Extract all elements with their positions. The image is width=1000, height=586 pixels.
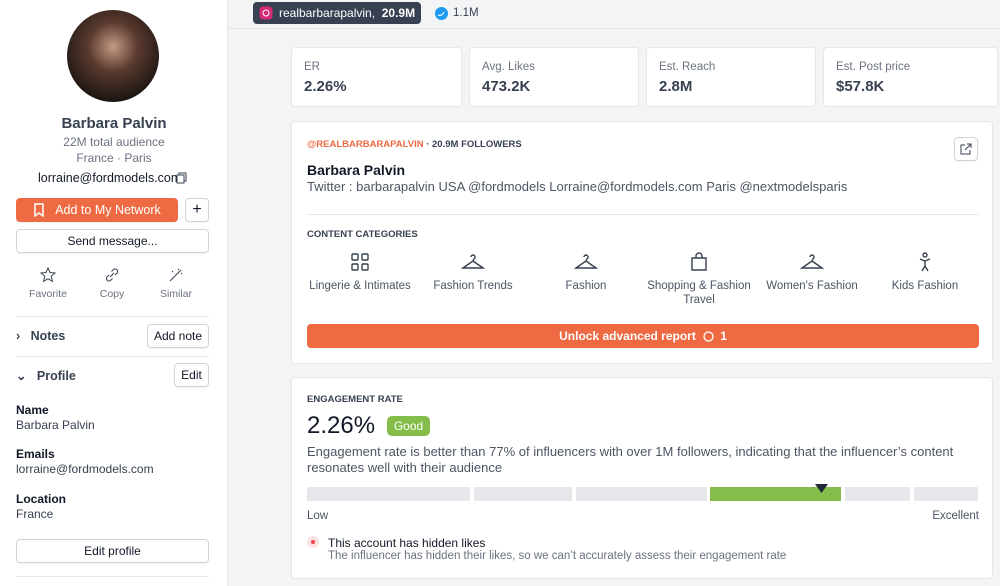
star-icon[interactable] [40, 267, 56, 283]
label: Unlock advanced report [559, 329, 696, 343]
hanger-icon [800, 254, 824, 269]
stat-label: ER [304, 61, 320, 73]
stat-label: Est. Post price [836, 61, 911, 73]
stat-value: 2.8M [659, 78, 693, 95]
categories-title: CONTENT CATEGORIES [307, 229, 418, 240]
stat-card [646, 47, 816, 107]
tab-count: 20.9M [381, 6, 416, 20]
field-value: lorraine@fordmodels.com [16, 462, 154, 476]
tab-label: realbarbarapalvin, [279, 6, 376, 20]
scale-segment-active [710, 487, 841, 501]
external-icon [960, 143, 972, 155]
label: Profile [36, 369, 76, 383]
hanger-icon [574, 254, 598, 269]
field-label: Name [16, 403, 49, 417]
stat-label: Est. Reach [659, 61, 716, 73]
category-label: Fashion Trends [433, 280, 513, 292]
engagement-value: 2.26% [307, 412, 376, 439]
edit-button[interactable]: Edit [174, 363, 209, 387]
similar-label: Similar [159, 288, 193, 300]
stat-card [823, 47, 998, 107]
divider [307, 214, 979, 215]
external-link-button[interactable] [954, 137, 978, 161]
note-text: The influencer has hidden their likes, s… [328, 550, 787, 562]
engagement-text: Engagement rate is better than 77% of in… [307, 444, 954, 475]
bookmark-icon [34, 203, 44, 217]
stat-value: 2.26% [304, 78, 347, 95]
link-icon[interactable] [104, 267, 120, 283]
count: 1 [720, 329, 727, 343]
avatar [67, 10, 159, 102]
label: Add to My Network [55, 203, 161, 217]
category-label: Fashion [565, 280, 607, 292]
send-message-button[interactable]: Send message... [16, 229, 209, 253]
category-label: Shopping & Fashion Travel [647, 280, 751, 306]
stat-value: $57.8K [836, 78, 885, 95]
handle-text: @REALBARBARAPALVIN [307, 139, 424, 150]
bio: Twitter : barbarapalvin USA @fordmodels … [307, 179, 848, 194]
scale-segment [845, 487, 910, 501]
divider [228, 28, 1000, 29]
notes-toggle[interactable]: › Notes [16, 329, 66, 343]
bag-icon [691, 252, 707, 271]
unlock-button[interactable]: Unlock advanced report 1 [307, 324, 979, 348]
stat-card [291, 47, 462, 107]
add-note-button[interactable]: Add note [147, 324, 209, 348]
audience: 22M total audience [63, 135, 165, 149]
favorite-label: Favorite [29, 288, 67, 300]
scale-segment [576, 487, 707, 501]
note-title: This account has hidden likes [328, 536, 486, 550]
badge: Good [387, 416, 430, 436]
similar-icon[interactable] [168, 267, 184, 283]
copy-icon[interactable] [176, 172, 188, 184]
twitter-icon[interactable] [435, 7, 448, 20]
category-label: Lingerie & Intimates [309, 280, 411, 292]
scale-segment [474, 487, 572, 501]
field-label: Emails [16, 447, 55, 461]
instagram-tab[interactable]: realbarbarapalvin, 20.9M [253, 2, 421, 24]
label: Notes [30, 329, 66, 343]
email[interactable]: lorraine@fordmodels.com [38, 171, 182, 185]
field-value: Barbara Palvin [16, 418, 95, 432]
stat-label: Avg. Likes [482, 61, 535, 73]
card-name: Barbara Palvin [307, 162, 406, 178]
divider [16, 316, 209, 317]
scale-marker [815, 484, 828, 493]
engagement-title: ENGAGEMENT RATE [307, 394, 403, 405]
location: France · Paris [76, 151, 152, 165]
category-label: Kids Fashion [891, 280, 959, 292]
field-label: Location [16, 492, 66, 506]
stat-value: 473.2K [482, 78, 531, 95]
hanger-icon [461, 254, 485, 269]
followers: · 20.9M FOLLOWERS [426, 139, 522, 150]
add-network-button[interactable]: Add to My Network [16, 198, 178, 222]
scale-high: Excellent [932, 510, 979, 522]
scale-low: Low [307, 510, 329, 522]
profile-card [291, 121, 993, 364]
coin-icon [702, 330, 714, 342]
category-label: Women's Fashion [766, 280, 858, 292]
scale-segment [307, 487, 470, 501]
grid-icon [351, 253, 369, 271]
field-value: France [16, 507, 54, 521]
edit-profile-button[interactable]: Edit profile [16, 539, 209, 563]
sidebar: Barbara Palvin 22M total audience France… [0, 0, 228, 586]
divider [16, 356, 209, 357]
divider [16, 576, 209, 577]
stat-card [469, 47, 639, 107]
twitter-count[interactable]: 1.1M [453, 7, 479, 19]
profile-toggle[interactable]: ⌄ Profile [16, 369, 76, 383]
scale-segment [914, 487, 978, 501]
handle[interactable]: @REALBARBARAPALVIN · 20.9M FOLLOWERS [307, 139, 522, 150]
kid-icon [919, 252, 931, 272]
plus-button[interactable]: + [185, 198, 209, 222]
profile-name: Barbara Palvin [61, 115, 167, 132]
engagement-card [291, 377, 993, 579]
copy-label: Copy [99, 288, 125, 300]
alert-dot [307, 536, 319, 548]
instagram-icon [259, 6, 273, 20]
